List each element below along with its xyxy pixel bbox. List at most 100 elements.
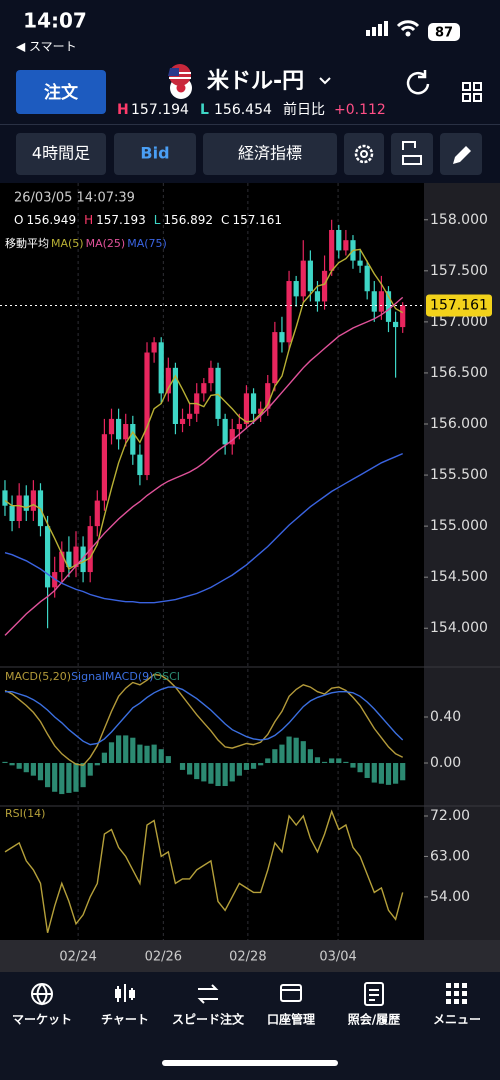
candle-body <box>144 352 150 476</box>
order-button-label[interactable]: 注文 <box>44 82 79 103</box>
histogram-bar <box>87 763 93 776</box>
legend: RSI(14) <box>5 807 45 820</box>
candle-body <box>73 546 79 567</box>
indicators-button[interactable] <box>203 133 337 175</box>
indicators-label[interactable]: 経済指標 <box>238 144 302 163</box>
timestamp: 26/03/05 14:07:39 <box>14 191 135 206</box>
candle-body <box>187 413 193 419</box>
nav-label[interactable]: メニュー <box>433 1013 481 1027</box>
histogram-bar <box>400 763 406 781</box>
candle-body <box>258 408 264 414</box>
indicator-line <box>4 452 403 604</box>
indicator-line <box>4 673 404 767</box>
histogram-bar <box>194 763 200 780</box>
battery-level: 87 <box>435 26 453 41</box>
nav-label[interactable]: チャート <box>101 1013 149 1027</box>
candle-body <box>250 393 257 414</box>
legend-entry: SignalMACD(9) <box>71 670 153 683</box>
day-change: +0.112 <box>334 102 386 118</box>
nav-label[interactable]: 照会/履歴 <box>348 1012 400 1027</box>
histogram-bar <box>52 763 58 792</box>
gear-icon[interactable] <box>354 144 374 164</box>
indicator-line <box>4 809 404 933</box>
candle-body <box>151 342 157 353</box>
legend-entry: RSI(14) <box>5 807 45 820</box>
candle-body <box>286 281 292 343</box>
histogram-bar <box>73 763 79 792</box>
signal-icon <box>366 21 388 36</box>
legend-entry: MA(5) <box>51 237 84 250</box>
timeframe-button[interactable] <box>16 133 106 175</box>
histogram-bar <box>300 741 306 764</box>
candle-body <box>293 281 299 297</box>
ohlc-key: L <box>154 213 161 227</box>
bid-label[interactable]: Bid <box>140 144 169 163</box>
tool-icon[interactable] <box>402 141 422 165</box>
plot-area: 02/24 02/26 02/28 03/04 158.000 157.500 157.00… <box>0 183 492 965</box>
histogram-bar <box>272 749 278 764</box>
y-tick-label: 157.500 <box>430 263 488 279</box>
candle-body <box>137 454 143 476</box>
candle-body <box>179 418 186 424</box>
y-tick-label: 72.00 <box>430 808 470 824</box>
last-price-tag <box>426 294 492 317</box>
histogram-bar <box>350 763 356 768</box>
nav-icons[interactable] <box>31 982 384 1006</box>
histogram-bar <box>80 763 86 788</box>
y-tick-label: 157.000 <box>430 314 488 330</box>
candle-body <box>300 260 306 297</box>
candle-body <box>222 418 228 445</box>
candle-body <box>236 424 242 430</box>
menu-icon[interactable] <box>446 983 467 1004</box>
order-button[interactable] <box>16 70 106 114</box>
candle-body <box>400 305 406 328</box>
histogram-bar <box>208 763 214 784</box>
histogram-bar <box>201 763 207 782</box>
timeframe-label[interactable]: 4時間足 <box>32 144 90 163</box>
nav-label[interactable]: スピード注文 <box>172 1012 245 1027</box>
dropdown-chevron[interactable] <box>319 77 331 85</box>
x-tick-label: 02/28 <box>229 950 266 965</box>
ohlc-key: O <box>14 213 23 227</box>
refresh-icon[interactable] <box>406 70 430 95</box>
y-tick-label: 155.000 <box>430 518 488 534</box>
pair-title[interactable]: 米ドル-円 <box>207 69 304 94</box>
y-tick-label: 0.40 <box>430 709 461 725</box>
back-link[interactable]: ◀ スマート <box>16 40 77 54</box>
histogram-bar <box>215 763 221 787</box>
histogram-bar <box>364 763 370 778</box>
settings-button[interactable] <box>344 133 384 175</box>
histogram-bar <box>307 749 313 764</box>
pencil-icon[interactable] <box>453 146 471 164</box>
candle-body <box>357 260 363 266</box>
ohlc-value: 157.161 <box>232 213 282 227</box>
candle-body <box>378 291 384 312</box>
candle-body <box>2 490 8 506</box>
nav-label[interactable]: マーケット <box>12 1013 72 1027</box>
histogram-bar <box>357 763 363 773</box>
candle-body <box>243 393 250 424</box>
ohlc-value: 157.193 <box>96 213 146 227</box>
candle-body <box>158 342 164 394</box>
gear-center[interactable] <box>360 150 368 158</box>
indicator-line <box>4 296 404 636</box>
histogram-bar <box>222 763 228 787</box>
y-tick-label: 154.000 <box>430 620 488 636</box>
layout-icon[interactable] <box>462 82 482 102</box>
legend-entry: MACD(5,20) <box>5 670 71 683</box>
histogram-bar <box>229 763 235 782</box>
histogram-bar <box>378 763 384 784</box>
nav-label[interactable]: 口座管理 <box>267 1012 315 1027</box>
ohlc-value: 156.892 <box>163 213 213 227</box>
bid-button[interactable] <box>114 133 196 175</box>
legend: 移動平均 MA(5) MA(25) MA(75) <box>5 236 167 250</box>
y-tick-label: 156.500 <box>430 365 488 381</box>
x-tick-label: 02/24 <box>59 950 96 965</box>
candle-body <box>364 265 370 292</box>
candle-body <box>80 546 86 573</box>
draw-tool-button[interactable] <box>391 133 433 175</box>
y-tick-label: 154.500 <box>430 569 488 585</box>
candle-body <box>215 367 221 419</box>
candle-body <box>385 291 392 322</box>
histogram-bar <box>151 744 157 764</box>
